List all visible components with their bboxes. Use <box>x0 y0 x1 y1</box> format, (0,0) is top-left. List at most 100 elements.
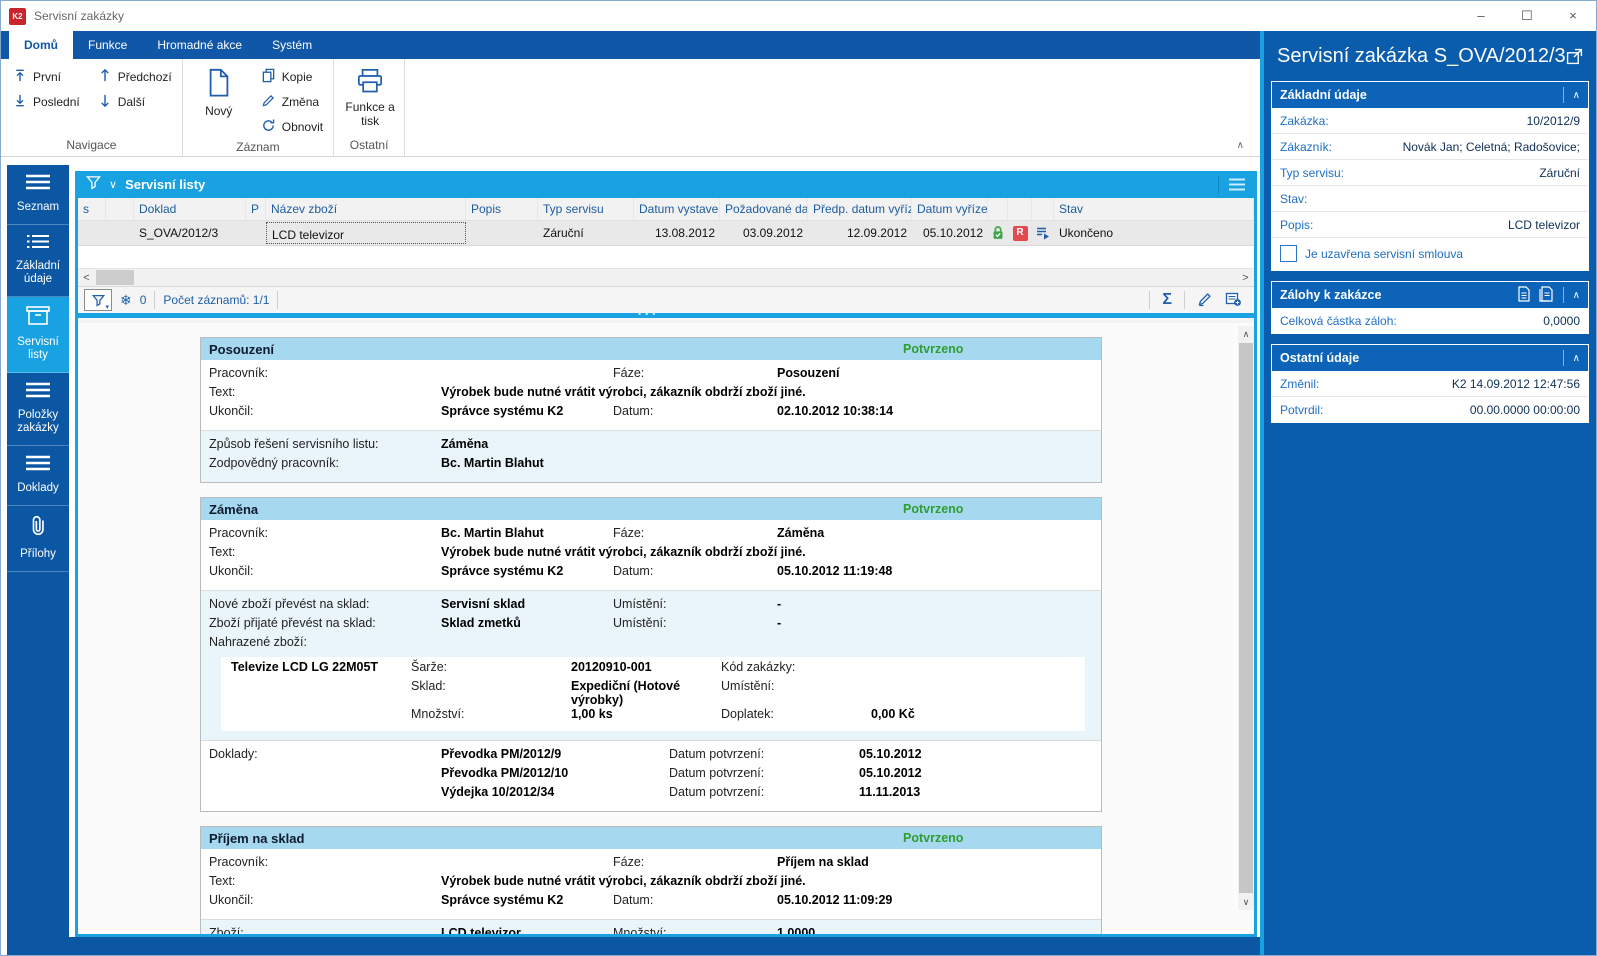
column-header-popis[interactable]: Popis <box>466 198 538 220</box>
panel-title: Servisní zakázka S_OVA/2012/3 <box>1277 45 1566 67</box>
column-header-datum-vyrizeni[interactable]: Datum vyřízení <box>912 198 988 220</box>
document-copy-icon[interactable] <box>1539 285 1554 305</box>
chevron-down-icon[interactable]: ∨ <box>109 179 118 191</box>
previous-label: Předchozí <box>117 70 172 84</box>
item-name: Televize LCD LG 22M05T <box>231 660 379 674</box>
field-value: LCD televizor <box>1507 217 1580 232</box>
tab-hromadne-akce[interactable]: Hromadné akce <box>157 38 243 52</box>
document-link[interactable]: Převodka PM/2012/9 <box>441 747 562 761</box>
scroll-right-icon[interactable]: > <box>1242 271 1249 284</box>
column-header-s[interactable]: s <box>78 198 106 220</box>
previous-button[interactable]: Předchozí <box>94 66 176 88</box>
vertical-scrollbar[interactable]: ∧ ∨ <box>1238 326 1254 910</box>
horizontal-scroll-thumb[interactable] <box>96 270 134 285</box>
snowflake-icon[interactable]: ❄ <box>120 291 132 308</box>
scroll-down-icon[interactable]: ∨ <box>1242 896 1250 907</box>
panel-field: Celková částka záloh: 0,0000 <box>1272 308 1588 333</box>
grid-menu-icon[interactable] <box>1218 175 1246 194</box>
collapse-chevron-icon[interactable]: ∧ <box>1562 350 1580 366</box>
detail-row: Pracovník: Bc. Martin Blahut Fáze: Záměn… <box>201 526 1101 545</box>
refresh-button[interactable]: Obnovit <box>257 116 327 138</box>
document-link[interactable]: Převodka PM/2012/10 <box>441 766 569 780</box>
vertical-scroll-thumb[interactable] <box>1239 343 1253 893</box>
last-button[interactable]: Poslední <box>9 91 84 113</box>
column-header-predp-datum-vyrizeni[interactable]: Předp. datum vyřízení <box>808 198 912 220</box>
collapse-chevron-icon[interactable]: ∧ <box>1562 87 1580 103</box>
grid-title: Servisní listy <box>125 177 206 192</box>
field-label: Datum potvrzení: <box>669 747 765 761</box>
section-title: Záměna <box>209 501 259 517</box>
bottom-strip <box>7 937 1260 955</box>
column-header-nazev-zbozi[interactable]: Název zboží <box>266 198 466 220</box>
field-label: Zboží přijaté převést na sklad: <box>209 616 376 630</box>
field-value: LCD televizor <box>441 926 521 934</box>
detail-row: Pracovník: Fáze: Posouzení <box>201 366 1101 385</box>
collapse-chevron-icon[interactable]: ∧ <box>1562 287 1580 303</box>
sum-icon[interactable]: Σ <box>1162 291 1172 308</box>
checkbox-unchecked[interactable] <box>1280 245 1297 262</box>
sidebar-item-servisni-listy[interactable]: Servisní listy <box>7 297 69 373</box>
status-badge: Potvrzeno <box>903 502 964 516</box>
minimize-button[interactable]: – <box>1477 8 1485 23</box>
field-label: Pracovník: <box>209 366 269 380</box>
field-label: Množství: <box>411 707 465 721</box>
filter-button[interactable]: ▾ <box>84 289 112 311</box>
edit-pencil-icon[interactable] <box>1197 291 1213 310</box>
column-header-lock[interactable] <box>988 198 1008 220</box>
cell-nazev-zbozi[interactable]: LCD televizor <box>266 222 466 244</box>
document-link[interactable]: Výdejka 10/2012/34 <box>441 785 555 799</box>
card-title: Ostatní údaje <box>1280 351 1360 365</box>
open-external-icon[interactable] <box>1566 48 1583 65</box>
item-row: Množství: 1,00 ks Doplatek: 0,00 Kč <box>221 707 1085 726</box>
column-header-doklad[interactable]: Doklad <box>134 198 246 220</box>
field-value: Výrobek bude nutné vrátit výrobci, zákaz… <box>441 545 806 559</box>
column-header-p[interactable]: P <box>246 198 266 220</box>
scroll-left-icon[interactable]: < <box>83 271 90 284</box>
lock-green-icon <box>988 221 1008 245</box>
column-header-typ-servisu[interactable]: Typ servisu <box>538 198 634 220</box>
menu-icon <box>25 382 51 403</box>
content-area: ∨ Servisní listy s Doklad P Název zboží … <box>75 171 1257 937</box>
first-button[interactable]: První <box>9 66 84 88</box>
document-icon[interactable] <box>1517 285 1531 305</box>
column-header-r[interactable] <box>1008 198 1032 220</box>
k2-app-icon: K2 <box>9 7 26 25</box>
sidebar-item-polozky-zakazky[interactable]: Položky zakázky <box>7 373 69 446</box>
maximize-button[interactable]: ☐ <box>1521 8 1533 23</box>
add-form-icon[interactable] <box>1225 291 1242 310</box>
column-header-detail[interactable] <box>1032 198 1054 220</box>
table-row[interactable]: S_OVA/2012/3 LCD televizor Záruční 13.08… <box>78 221 1254 246</box>
next-button[interactable]: Další <box>94 91 176 113</box>
filter-funnel-icon[interactable] <box>86 175 101 195</box>
card-header[interactable]: Ostatní údaje ∧ <box>1272 345 1588 371</box>
column-header-pozadovane-datum[interactable]: Požadované datum <box>720 198 808 220</box>
sidebar-item-seznam[interactable]: Seznam <box>7 165 69 225</box>
splitter-handle[interactable]: ••• <box>78 309 1254 323</box>
sidebar-item-doklady[interactable]: Doklady <box>7 446 69 506</box>
column-header-stav[interactable]: Stav <box>1054 198 1254 220</box>
sidebar-item-prilohy[interactable]: Přílohy <box>7 506 69 572</box>
change-button[interactable]: Změna <box>257 91 327 113</box>
cell-p <box>246 221 266 245</box>
column-header-icon[interactable] <box>106 198 134 220</box>
horizontal-scrollbar[interactable]: < > <box>78 268 1254 286</box>
detail-row: Ukončil: Správce systému K2 Datum: 05.10… <box>201 893 1101 912</box>
ribbon-collapse-icon[interactable]: ∧ <box>1236 140 1244 151</box>
new-button[interactable]: Nový <box>191 66 247 138</box>
column-header-datum-vystaveni[interactable]: Datum vystaveni <box>634 198 720 220</box>
section-band: Pracovník: Fáze: Posouzení Text: Výrobek… <box>201 360 1101 430</box>
field-value: Záměna <box>777 526 825 540</box>
scroll-up-icon[interactable]: ∧ <box>1242 328 1250 339</box>
tab-system[interactable]: Systém <box>272 38 313 52</box>
first-label: První <box>33 70 62 84</box>
print-functions-button[interactable]: Funkce a tisk <box>342 66 398 136</box>
tab-funkce[interactable]: Funkce <box>88 38 128 52</box>
card-header[interactable]: Základní údaje ∧ <box>1272 82 1588 108</box>
card-zakladni-udaje: Základní údaje ∧ Zakázka: 10/2012/9 Záka… <box>1271 81 1589 271</box>
close-button[interactable]: × <box>1569 8 1577 23</box>
card-header[interactable]: Zálohy k zakázce ∧ <box>1272 282 1588 308</box>
copy-button[interactable]: Kopie <box>257 66 327 88</box>
field-label: Fáze: <box>613 366 645 380</box>
tab-domu[interactable]: Domů <box>9 31 73 59</box>
sidebar-item-zakladni-udaje[interactable]: Základní údaje <box>7 225 69 297</box>
